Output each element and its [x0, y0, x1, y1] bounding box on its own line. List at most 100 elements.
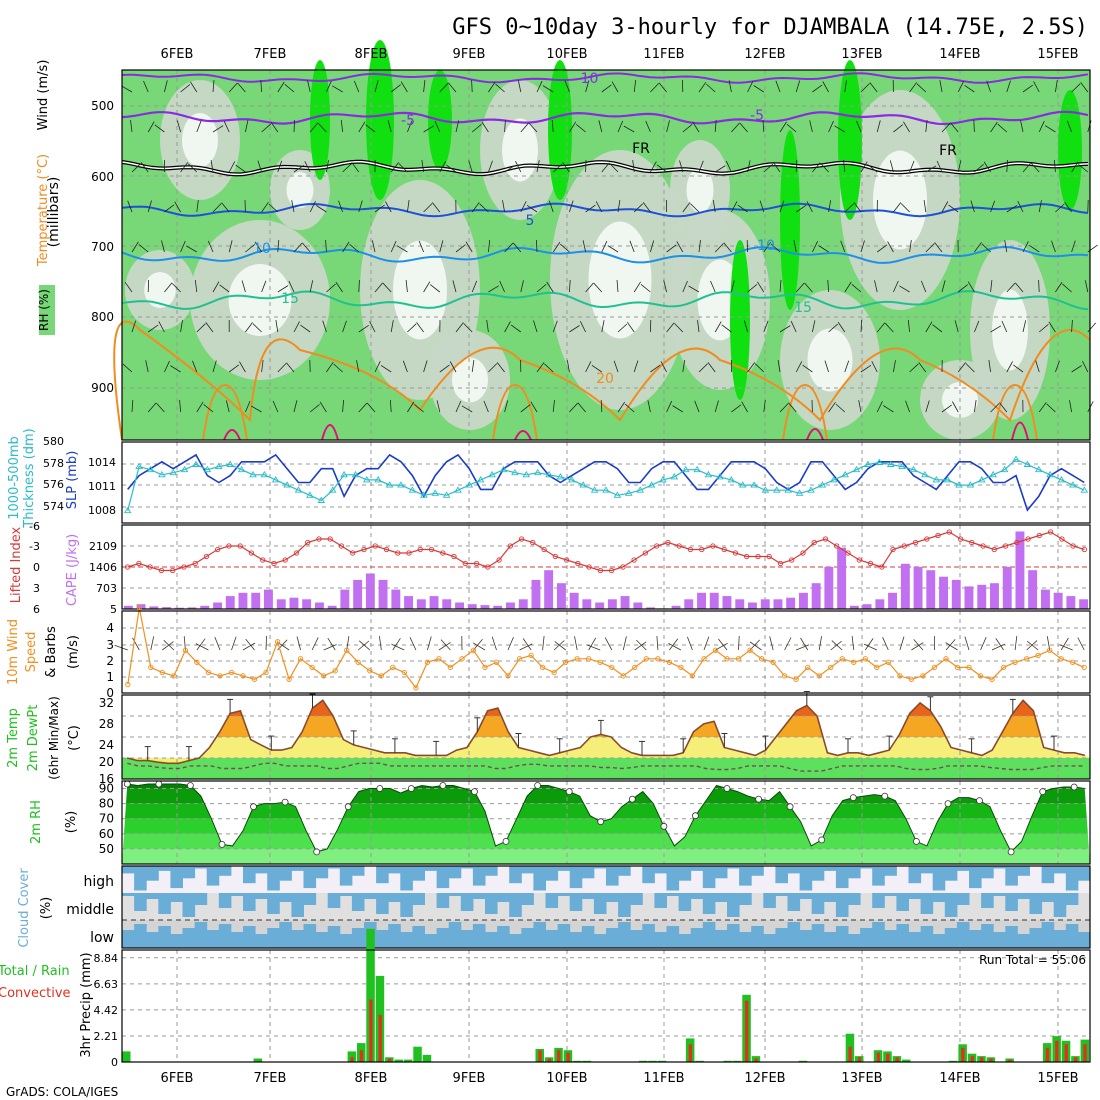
wind-barb	[763, 400, 766, 413]
wind-barb	[965, 363, 975, 373]
thickness-point	[522, 470, 531, 478]
cloud-low-cell	[678, 934, 692, 948]
cloud-high-cell	[460, 866, 474, 869]
cloud-high-cell	[642, 866, 655, 884]
wind-barb	[385, 201, 392, 213]
wind-barb	[809, 120, 813, 133]
cloud-mid-cell	[678, 893, 692, 911]
thickness-panel-frame	[121, 441, 1091, 524]
wind-barb	[261, 123, 271, 133]
wind-barb	[423, 125, 435, 133]
wind-barb	[1046, 403, 1056, 413]
wind-barb	[358, 402, 368, 413]
thickness-point	[579, 481, 587, 488]
wind-speed-point	[954, 664, 961, 671]
cloud-mid-cell	[739, 893, 752, 905]
thickness-point	[568, 476, 576, 483]
cloud-mid-cell	[194, 893, 208, 905]
thickness-point	[602, 486, 610, 493]
cloud-mid-cell	[339, 893, 353, 896]
rh2m-point	[628, 795, 636, 803]
cloud-high-cell	[412, 866, 425, 881]
wind-barb	[899, 285, 910, 293]
wind-barb	[164, 204, 175, 213]
thickness-point	[852, 465, 861, 473]
cloud-low-cell	[170, 934, 183, 948]
wind-speed-point	[459, 656, 465, 662]
cape-bar	[315, 602, 324, 609]
wind-barb	[779, 403, 789, 413]
rh-moist-0	[310, 60, 330, 180]
cloud-mid-cell	[654, 893, 667, 908]
thickness-point	[180, 465, 189, 473]
cape-bar	[276, 599, 286, 609]
wind-barb	[471, 280, 478, 293]
wind-barb	[207, 240, 214, 253]
temp-below-20-band	[122, 758, 1090, 779]
surface-wind-barb	[327, 637, 336, 651]
wind-barb	[275, 320, 279, 333]
wind-barb	[576, 124, 586, 133]
wind-barb	[221, 202, 230, 213]
wind-speed-point	[1035, 652, 1041, 659]
isotherm-25-1	[492, 383, 538, 441]
rh2m-panel-frame	[121, 780, 1091, 865]
cloud-high-cell	[739, 866, 752, 886]
wind-barb	[423, 360, 428, 373]
wind-barb	[186, 245, 197, 253]
wind-barb	[828, 401, 836, 413]
cloud-high-cell	[1053, 866, 1067, 874]
wind-barb	[147, 200, 152, 213]
wind-barb	[763, 241, 772, 253]
wind-speed-point	[678, 664, 684, 671]
wind-barb	[613, 360, 619, 373]
wind-barb	[601, 320, 605, 333]
cape-bar	[1041, 589, 1050, 609]
wind-barb	[1006, 80, 1011, 93]
thickness-point	[1080, 486, 1089, 493]
cape-bar	[990, 583, 999, 609]
cloud-high-cell	[1041, 866, 1055, 884]
li-point	[428, 546, 435, 553]
wind-barb	[754, 363, 765, 373]
wind-barb	[326, 160, 329, 173]
surface-wind-barb	[687, 636, 693, 651]
cape-bar	[671, 605, 681, 609]
top-date-axis: 6FEB 7FEB 8FEB 9FEB 10FEB 11FEB 12FEB 13FEB 14FE…	[161, 47, 1079, 62]
wind-barb	[707, 362, 716, 373]
thickness-point	[123, 506, 132, 514]
cloud-low-cell	[823, 932, 837, 948]
cape-bar	[544, 570, 554, 609]
surface-wind-barb	[1014, 636, 1018, 651]
cloud-low-cell	[315, 932, 329, 948]
wind-barb	[358, 324, 369, 333]
wind-barb	[844, 203, 854, 213]
wind-speed-point	[274, 639, 281, 645]
cloud-high-cell	[751, 866, 764, 876]
li-point	[991, 546, 997, 553]
li-point	[383, 546, 390, 553]
rh2m-point	[660, 822, 668, 830]
cape-bar	[123, 605, 133, 609]
wind-barb	[936, 160, 943, 173]
precip-label-conv: Convective	[0, 986, 71, 1001]
wind-barb	[1054, 159, 1056, 173]
cloud-high-cell	[714, 866, 728, 879]
wind-barb	[964, 84, 975, 93]
cape-bar	[913, 567, 923, 609]
cloud-high-cell	[218, 866, 232, 876]
wind-barb	[1006, 205, 1018, 213]
li-point	[946, 529, 952, 535]
thickness-point	[898, 462, 906, 470]
wind-speed-point	[447, 664, 454, 671]
cape-bar	[455, 602, 464, 609]
pressure-tick-900: 900	[91, 381, 114, 395]
thickness-point	[283, 481, 291, 488]
wind-barb	[194, 280, 198, 293]
wind-barb	[147, 121, 155, 133]
cloud-high-cell	[908, 866, 922, 884]
thickness-label-2: Thickness (dm)	[22, 428, 37, 528]
wind-barb	[520, 404, 531, 413]
wind-speed-point	[367, 668, 373, 674]
wind-barb	[1051, 240, 1056, 253]
